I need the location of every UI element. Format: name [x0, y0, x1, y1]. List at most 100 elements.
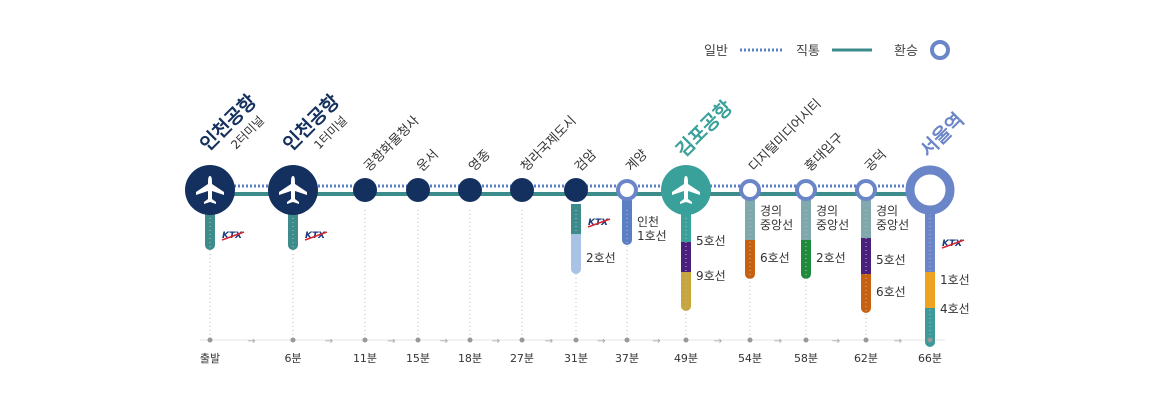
transfer-segment: [745, 200, 755, 240]
transfer-segment: [571, 234, 581, 269]
station-time: 15분: [406, 352, 430, 365]
timeline-dot: [519, 337, 525, 343]
transfer-line-label: 5호선: [696, 234, 726, 248]
transfer-segment: [861, 238, 871, 274]
transfer-line-label: 1호선: [637, 229, 667, 243]
airplane-shape: [672, 176, 700, 204]
transfer-segment: [288, 205, 298, 245]
timeline-arrow: →: [832, 336, 840, 347]
airplane-icon: [279, 176, 307, 204]
transfer-cap: [288, 240, 298, 250]
transfer-cap: [205, 240, 215, 250]
station-marker: [510, 178, 534, 202]
airplane-icon: [672, 176, 700, 204]
airplane-shape: [196, 176, 224, 204]
timeline-dot: [927, 337, 933, 343]
station-time: 27분: [510, 352, 534, 365]
station-name: 홍대입구: [802, 130, 846, 174]
transfer-segment: [681, 272, 691, 306]
transfer-segment: [801, 240, 811, 274]
timeline-arrow: →: [545, 336, 553, 347]
transfer-segment: [745, 240, 755, 274]
timeline-dot: [362, 337, 368, 343]
transfer-line-label: 중앙선: [816, 218, 849, 232]
timeline-dot: [624, 337, 630, 343]
airplane-shape: [279, 176, 307, 204]
transfer-line-label: 6호선: [876, 285, 906, 299]
timeline-arrow: →: [247, 336, 255, 347]
transfer-segment: [681, 242, 691, 272]
transfer-line-label: 4호선: [940, 302, 970, 316]
transfer-line-label: 경의: [760, 204, 782, 218]
timeline-arrow: →: [325, 336, 333, 347]
seoul-station-marker: [905, 165, 955, 215]
timeline-arrow: →: [652, 336, 660, 347]
timeline-dot: [290, 337, 296, 343]
legend-transfer-circle: [930, 40, 950, 60]
airplane-icon: [196, 176, 224, 204]
legend: 일반 직통 환승: [700, 38, 960, 62]
station-time: 31분: [564, 352, 588, 365]
transfer-line-label: 1호선: [940, 273, 970, 287]
transfer-line-label: 중앙선: [876, 218, 909, 232]
transfer-segment: [622, 200, 632, 240]
timeline-arrow: →: [714, 336, 722, 347]
station-time: 54분: [738, 352, 762, 365]
transfer-line-label: 2호선: [816, 251, 846, 265]
timeline-dot: [207, 337, 213, 343]
station-time: 출발: [200, 352, 220, 365]
station-marker: [406, 178, 430, 202]
station-time: 37분: [615, 352, 639, 365]
timeline-dot: [747, 337, 753, 343]
transfer-line-label: 경의: [876, 204, 898, 218]
ktx-swoosh: [941, 239, 965, 249]
timeline-arrow: →: [597, 336, 605, 347]
transfer-segment: [801, 200, 811, 240]
station-name: 공항화물청사: [361, 113, 422, 174]
transfer-station-marker: [855, 179, 877, 201]
legend-transfer-label: 환승: [894, 44, 918, 59]
timeline-arrow: →: [492, 336, 500, 347]
ktx-swoosh: [304, 231, 328, 241]
transfer-cap: [861, 303, 871, 313]
transfer-segment: [205, 205, 215, 245]
station-time: 66분: [918, 352, 942, 365]
station-name: 검암: [572, 147, 600, 175]
station-name: 김포공항: [672, 96, 737, 161]
timeline-arrow: →: [387, 336, 395, 347]
transfer-cap: [571, 264, 581, 274]
transfer-line-label: 중앙선: [760, 218, 793, 232]
ktx-swoosh: [587, 218, 611, 228]
timeline-dot: [573, 337, 579, 343]
transfer-line-label: 6호선: [760, 251, 790, 265]
station-name: 계양: [623, 147, 651, 175]
timeline-dot: [467, 337, 473, 343]
station-name: 청라국제도시: [518, 113, 579, 174]
transfer-segment: [925, 308, 935, 342]
station-time: 62분: [854, 352, 878, 365]
legend-express-label: 직통: [796, 44, 820, 59]
station-name: 공덕: [862, 147, 890, 175]
station-marker: [458, 178, 482, 202]
transfer-cap: [622, 235, 632, 245]
timeline-arrow: →: [774, 336, 782, 347]
timeline-dot: [683, 337, 689, 343]
station-marker: [353, 178, 377, 202]
timeline-arrow: →: [894, 336, 902, 347]
station-time: 11분: [353, 352, 377, 365]
timeline-arrow: →: [440, 336, 448, 347]
station-time: 58분: [794, 352, 818, 365]
transfer-station-marker: [616, 179, 638, 201]
timeline-dot: [415, 337, 421, 343]
transfer-station-marker: [739, 179, 761, 201]
station-time: 49분: [674, 352, 698, 365]
station-marker: [564, 178, 588, 202]
station-name: 영종: [466, 147, 494, 175]
timeline-dot: [863, 337, 869, 343]
transfer-line-label: 2호선: [586, 251, 616, 265]
ktx-swoosh: [221, 231, 245, 241]
legend-normal-line: [740, 48, 782, 52]
station-name: 운서: [414, 147, 442, 175]
station-time: 18분: [458, 352, 482, 365]
